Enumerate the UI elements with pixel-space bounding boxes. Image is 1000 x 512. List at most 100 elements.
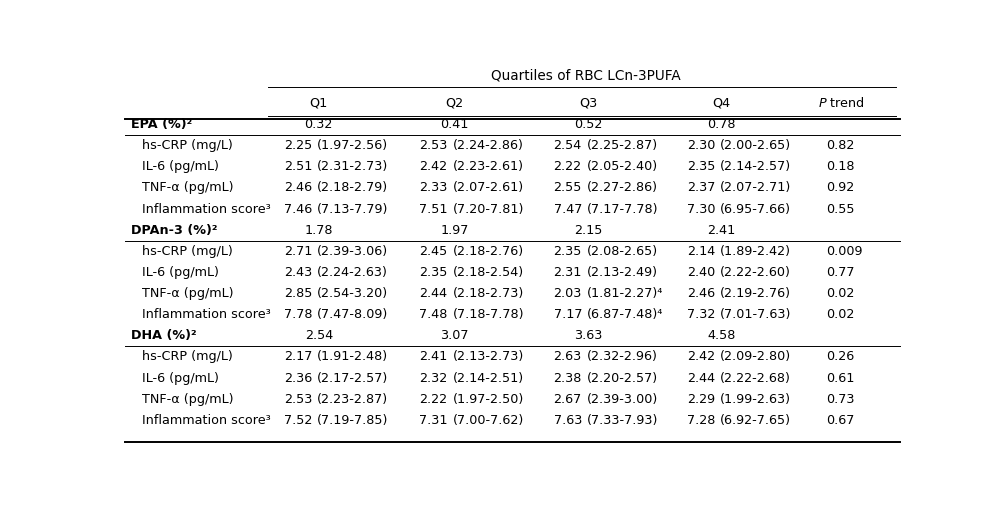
Text: 7.48: 7.48	[420, 308, 448, 321]
Text: Q1: Q1	[310, 96, 328, 110]
Text: 2.53: 2.53	[420, 139, 448, 152]
Text: 2.67: 2.67	[554, 393, 582, 406]
Text: 2.41: 2.41	[420, 350, 448, 364]
Text: 2.37: 2.37	[687, 181, 715, 195]
Text: (2.24-2.63): (2.24-2.63)	[317, 266, 388, 279]
Text: 0.55: 0.55	[826, 203, 855, 216]
Text: (2.07-2.71): (2.07-2.71)	[720, 181, 791, 195]
Text: (2.18-2.54): (2.18-2.54)	[453, 266, 524, 279]
Text: Quartiles of RBC LCn-3PUFA: Quartiles of RBC LCn-3PUFA	[491, 68, 681, 82]
Text: 7.30: 7.30	[687, 203, 715, 216]
Text: (6.95-7.66): (6.95-7.66)	[720, 203, 791, 216]
Text: (2.08-2.65): (2.08-2.65)	[587, 245, 658, 258]
Text: 2.85: 2.85	[284, 287, 312, 300]
Text: (2.13-2.49): (2.13-2.49)	[587, 266, 658, 279]
Text: 0.73: 0.73	[826, 393, 855, 406]
Text: (2.07-2.61): (2.07-2.61)	[453, 181, 524, 195]
Text: 0.82: 0.82	[826, 139, 855, 152]
Text: 3.07: 3.07	[440, 329, 469, 343]
Text: 0.61: 0.61	[826, 372, 855, 385]
Text: (1.97-2.56): (1.97-2.56)	[317, 139, 388, 152]
Text: (2.09-2.80): (2.09-2.80)	[720, 350, 791, 364]
Text: Inflammation score³: Inflammation score³	[142, 308, 271, 321]
Text: (2.22-2.68): (2.22-2.68)	[720, 372, 791, 385]
Text: Q4: Q4	[713, 96, 731, 110]
Text: (2.27-2.86): (2.27-2.86)	[587, 181, 658, 195]
Text: 2.33: 2.33	[420, 181, 448, 195]
Text: 7.52: 7.52	[284, 414, 312, 427]
Text: 2.25: 2.25	[284, 139, 312, 152]
Text: 0.41: 0.41	[440, 118, 469, 131]
Text: (6.87-7.48)⁴: (6.87-7.48)⁴	[587, 308, 663, 321]
Text: (2.13-2.73): (2.13-2.73)	[453, 350, 524, 364]
Text: 7.47: 7.47	[554, 203, 582, 216]
Text: (2.00-2.65): (2.00-2.65)	[720, 139, 791, 152]
Text: hs-CRP (mg/L): hs-CRP (mg/L)	[142, 245, 233, 258]
Text: 2.32: 2.32	[420, 372, 448, 385]
Text: (7.18-7.78): (7.18-7.78)	[453, 308, 524, 321]
Text: 0.77: 0.77	[826, 266, 855, 279]
Text: (1.89-2.42): (1.89-2.42)	[720, 245, 791, 258]
Text: Q3: Q3	[579, 96, 598, 110]
Text: 2.44: 2.44	[687, 372, 715, 385]
Text: (7.01-7.63): (7.01-7.63)	[720, 308, 792, 321]
Text: 7.46: 7.46	[284, 203, 312, 216]
Text: hs-CRP (mg/L): hs-CRP (mg/L)	[142, 350, 233, 364]
Text: DPAn-3 (%)²: DPAn-3 (%)²	[131, 224, 218, 237]
Text: 2.54: 2.54	[305, 329, 333, 343]
Text: 0.26: 0.26	[826, 350, 855, 364]
Text: (7.33-7.93): (7.33-7.93)	[587, 414, 658, 427]
Text: 2.40: 2.40	[687, 266, 715, 279]
Text: 7.28: 7.28	[687, 414, 715, 427]
Text: (1.81-2.27)⁴: (1.81-2.27)⁴	[587, 287, 663, 300]
Text: (2.39-3.06): (2.39-3.06)	[317, 245, 388, 258]
Text: (2.18-2.76): (2.18-2.76)	[453, 245, 524, 258]
Text: 7.31: 7.31	[420, 414, 448, 427]
Text: 0.02: 0.02	[826, 287, 855, 300]
Text: 2.35: 2.35	[687, 160, 715, 173]
Text: 3.63: 3.63	[574, 329, 603, 343]
Text: Q2: Q2	[445, 96, 463, 110]
Text: 2.46: 2.46	[284, 181, 312, 195]
Text: (2.18-2.73): (2.18-2.73)	[453, 287, 524, 300]
Text: (2.14-2.51): (2.14-2.51)	[453, 372, 524, 385]
Text: 2.22: 2.22	[420, 393, 448, 406]
Text: (1.91-2.48): (1.91-2.48)	[317, 350, 388, 364]
Text: (2.05-2.40): (2.05-2.40)	[587, 160, 658, 173]
Text: (2.23-2.87): (2.23-2.87)	[317, 393, 388, 406]
Text: hs-CRP (mg/L): hs-CRP (mg/L)	[142, 139, 233, 152]
Text: IL-6 (pg/mL): IL-6 (pg/mL)	[142, 160, 219, 173]
Text: 2.38: 2.38	[554, 372, 582, 385]
Text: 1.78: 1.78	[304, 224, 333, 237]
Text: (7.13-7.79): (7.13-7.79)	[317, 203, 389, 216]
Text: 2.42: 2.42	[687, 350, 715, 364]
Text: 0.78: 0.78	[708, 118, 736, 131]
Text: 0.009: 0.009	[826, 245, 863, 258]
Text: 2.14: 2.14	[687, 245, 715, 258]
Text: 4.58: 4.58	[708, 329, 736, 343]
Text: IL-6 (pg/mL): IL-6 (pg/mL)	[142, 372, 219, 385]
Text: 2.41: 2.41	[708, 224, 736, 237]
Text: (1.97-2.50): (1.97-2.50)	[453, 393, 524, 406]
Text: 2.45: 2.45	[420, 245, 448, 258]
Text: 2.54: 2.54	[554, 139, 582, 152]
Text: (7.00-7.62): (7.00-7.62)	[453, 414, 524, 427]
Text: (2.18-2.79): (2.18-2.79)	[317, 181, 388, 195]
Text: (7.20-7.81): (7.20-7.81)	[453, 203, 524, 216]
Text: 1.97: 1.97	[440, 224, 469, 237]
Text: (2.32-2.96): (2.32-2.96)	[587, 350, 658, 364]
Text: 0.32: 0.32	[305, 118, 333, 131]
Text: (2.22-2.60): (2.22-2.60)	[720, 266, 791, 279]
Text: DHA (%)²: DHA (%)²	[131, 329, 197, 343]
Text: 2.31: 2.31	[554, 266, 582, 279]
Text: (2.23-2.61): (2.23-2.61)	[453, 160, 524, 173]
Text: 2.63: 2.63	[554, 350, 582, 364]
Text: $\it{P}$ trend: $\it{P}$ trend	[818, 96, 865, 110]
Text: (2.24-2.86): (2.24-2.86)	[453, 139, 524, 152]
Text: 7.17: 7.17	[554, 308, 582, 321]
Text: Inflammation score³: Inflammation score³	[142, 203, 271, 216]
Text: 2.46: 2.46	[687, 287, 715, 300]
Text: (1.99-2.63): (1.99-2.63)	[720, 393, 791, 406]
Text: 2.35: 2.35	[420, 266, 448, 279]
Text: Inflammation score³: Inflammation score³	[142, 414, 271, 427]
